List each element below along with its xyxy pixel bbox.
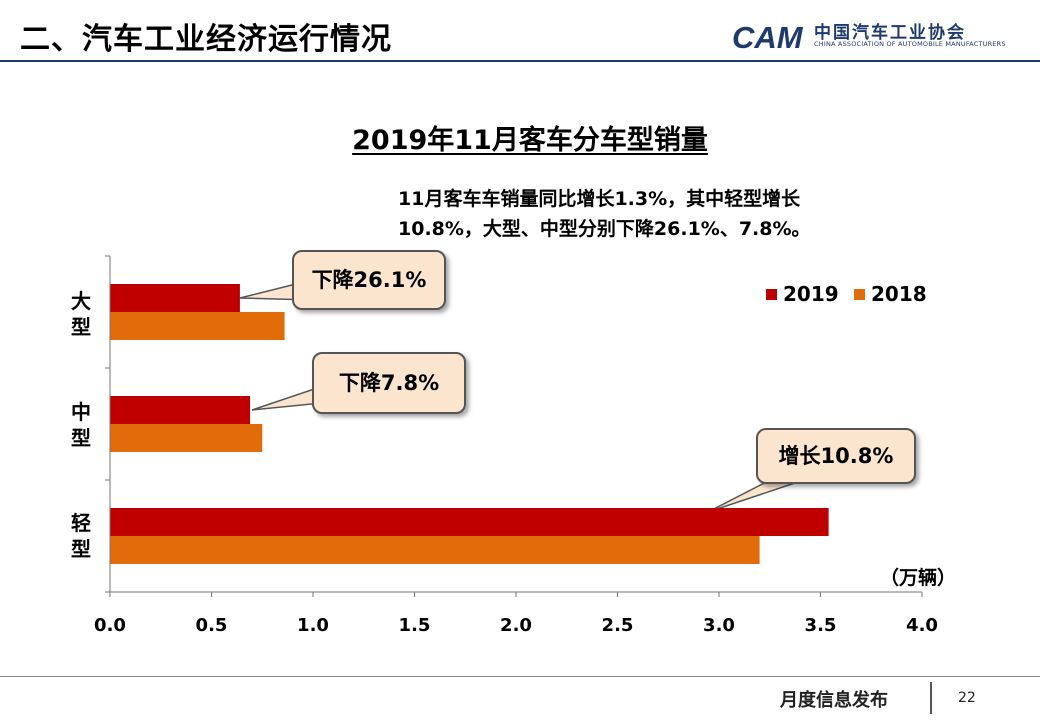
x-tick-label-0: 0.0 — [94, 615, 126, 636]
footer-divider — [0, 676, 1040, 677]
logo-name: 中国汽车工业协会 — [814, 23, 966, 43]
category-label-light: 轻型 — [71, 511, 91, 561]
logo-mark-text: CAM — [732, 20, 804, 55]
bar-2019-3 — [110, 508, 829, 536]
page-title: 二、汽车工业经济运行情况 — [20, 22, 392, 57]
legend-label-2019: 2019 — [783, 282, 839, 306]
x-tick-label-5: 2.5 — [602, 615, 634, 636]
footer-separator — [930, 682, 932, 714]
summary-note-line-1: 11月客车车销量同比增长1.3%，其中轻型增长 — [398, 188, 801, 210]
legend-swatch-2018 — [854, 289, 865, 300]
x-tick-label-7: 3.5 — [805, 615, 837, 636]
x-tick-label-2: 1.0 — [297, 615, 329, 636]
logo-mark-icon: CAM — [732, 20, 804, 55]
chart-title: 2019年11月客车分车型销量 — [352, 125, 708, 156]
footer-label: 月度信息发布 — [780, 690, 888, 711]
legend-item-2019: 2019 — [766, 282, 839, 306]
callout-medium: 下降7.8% — [312, 352, 466, 414]
x-tick-label-1: 0.5 — [196, 615, 228, 636]
callout-large: 下降26.1% — [292, 250, 446, 310]
summary-note: 11月客车车销量同比增长1.3%，其中轻型增长 10.8%，大型、中型分别下降2… — [398, 184, 958, 244]
callout-light: 增长10.8% — [756, 428, 916, 484]
x-tick-label-6: 3.0 — [703, 615, 735, 636]
legend-label-2018: 2018 — [871, 282, 927, 306]
page-number: 22 — [958, 690, 976, 706]
bar-2019-1 — [110, 284, 240, 312]
x-tick-label-8: 4.0 — [906, 615, 938, 636]
bar-2018-2 — [110, 424, 263, 452]
x-tick-label-4: 2.0 — [500, 615, 532, 636]
category-label-medium: 中型 — [71, 400, 91, 450]
legend-swatch-2019 — [766, 289, 777, 300]
legend-item-2018: 2018 — [854, 282, 927, 306]
logo-subtitle: CHINA ASSOCIATION OF AUTOMOBILE MANUFACT… — [814, 40, 1006, 48]
bar-2018-3 — [110, 536, 760, 564]
logo: CAM 中国汽车工业协会 CHINA ASSOCIATION OF AUTOMO… — [732, 16, 1005, 56]
x-tick-label-3: 1.5 — [399, 615, 431, 636]
summary-note-line-2: 10.8%，大型、中型分别下降26.1%、7.8%。 — [398, 218, 811, 240]
bar-2018-1 — [110, 312, 285, 340]
unit-label: （万辆） — [880, 567, 957, 589]
bar-2019-2 — [110, 396, 251, 424]
category-label-large: 大型 — [71, 289, 91, 339]
header-divider — [0, 60, 1040, 62]
